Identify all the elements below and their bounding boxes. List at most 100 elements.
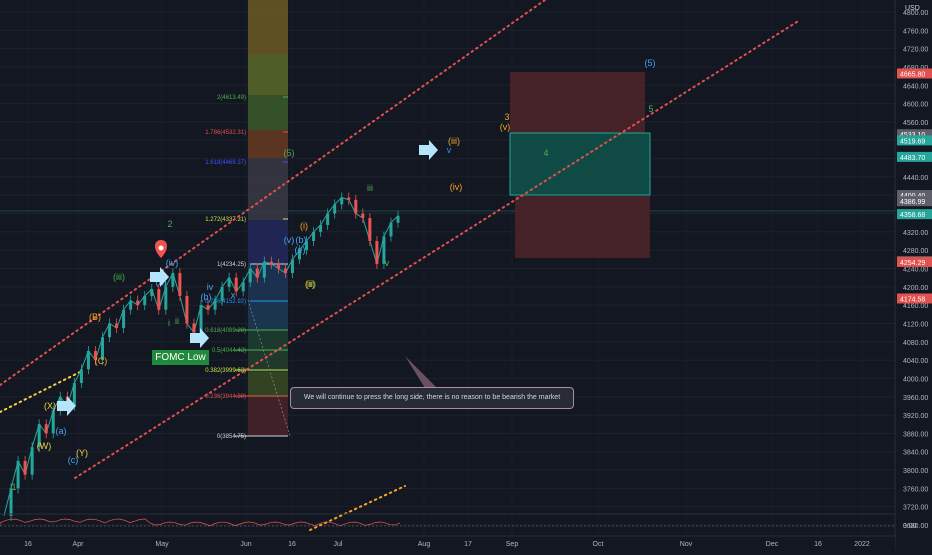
candle-body bbox=[213, 300, 217, 310]
candle-body bbox=[178, 273, 182, 296]
x-tick-label: 16 bbox=[814, 541, 822, 548]
x-tick-label: Dec bbox=[766, 541, 779, 548]
lower-channel-line bbox=[74, 19, 801, 479]
candle-body bbox=[79, 369, 83, 384]
wave-label: (B) bbox=[89, 312, 101, 322]
wave-label: v bbox=[385, 258, 390, 268]
wave-label: 5 bbox=[648, 104, 653, 114]
y-tick-label: 3920.00 bbox=[903, 413, 928, 420]
candle-body bbox=[326, 213, 330, 225]
x-tick-label: Apr bbox=[73, 541, 85, 548]
candle-body bbox=[262, 261, 266, 278]
target-zone-top bbox=[510, 72, 645, 133]
y-tick-label: 3960.00 bbox=[903, 395, 928, 402]
arrow-marker bbox=[150, 267, 169, 287]
candle-body bbox=[333, 204, 337, 214]
candle-body bbox=[206, 305, 210, 310]
candle-body bbox=[44, 424, 48, 434]
time-axis: 16 Apr May Jun 16 Jul Aug 17 Sep Oct Nov Dec 16 2022 bbox=[0, 535, 895, 550]
wave-label: (v) bbox=[284, 235, 295, 245]
x-tick-label: May bbox=[155, 541, 169, 548]
y-tick-label: 4280.00 bbox=[903, 248, 928, 255]
candle-body bbox=[382, 236, 386, 264]
candle-body bbox=[164, 286, 168, 310]
yellow-channel-line bbox=[0, 371, 81, 413]
candle-body bbox=[340, 197, 344, 205]
target-zone-green bbox=[509, 132, 651, 196]
candle-body bbox=[122, 309, 126, 329]
wave-label: i bbox=[168, 318, 170, 328]
fib-level-label: 0.382(3999.63) bbox=[205, 368, 246, 374]
candle-body bbox=[51, 410, 55, 434]
candle-body bbox=[255, 268, 259, 278]
candle-body bbox=[368, 218, 372, 242]
price-badge bbox=[897, 129, 932, 140]
fib-band bbox=[248, 262, 288, 300]
price-badge bbox=[897, 256, 932, 267]
candle-body bbox=[298, 250, 301, 260]
candle-body bbox=[283, 268, 287, 274]
arrow-marker bbox=[57, 396, 76, 416]
wave-label: (a) bbox=[56, 426, 67, 436]
candle-body bbox=[248, 268, 252, 283]
y-tick-label: 4080.00 bbox=[903, 340, 928, 347]
y-tick-label: 4040.00 bbox=[903, 358, 928, 365]
fib-level-label: 1(4234.25) bbox=[217, 262, 246, 268]
wave-label: iv bbox=[207, 282, 214, 292]
comment-callout[interactable]: We will continue to press the long side,… bbox=[290, 387, 574, 409]
candle-body bbox=[347, 197, 351, 200]
candle-body bbox=[199, 305, 203, 333]
x-tick-label: 2022 bbox=[854, 541, 870, 548]
wave-label: (b) bbox=[296, 235, 307, 245]
candle-body bbox=[108, 323, 112, 338]
wave-label: (5) bbox=[284, 148, 295, 158]
price-badge-label: 4665.80 bbox=[900, 71, 925, 78]
wave-label: 3 bbox=[504, 112, 509, 122]
price-badge bbox=[897, 135, 932, 146]
candle-body bbox=[171, 273, 175, 287]
arrow-marker bbox=[419, 140, 438, 160]
oscillator-pane: 0.00 bbox=[0, 513, 917, 530]
candle-body bbox=[23, 460, 27, 475]
wave-label: 2 bbox=[167, 219, 172, 229]
currency-label: USD bbox=[905, 5, 920, 12]
y-tick-label: 4160.00 bbox=[903, 303, 928, 310]
fibonacci-extension: 2(4613.49) 1.786(4532.31) 1.618(4468.37) 1.… bbox=[205, 0, 288, 440]
wave-label: x bbox=[231, 290, 236, 300]
price-series bbox=[3, 192, 400, 521]
candle-body bbox=[37, 424, 41, 448]
callout-pointer bbox=[405, 356, 437, 388]
wave-label: (5) bbox=[645, 58, 656, 68]
y-tick-label: 4200.00 bbox=[903, 285, 928, 292]
candle-body bbox=[101, 337, 104, 361]
candle-body bbox=[30, 447, 34, 475]
candle-body bbox=[157, 289, 161, 310]
candle-body bbox=[290, 259, 294, 274]
location-pin-dot bbox=[158, 245, 164, 251]
y-tick-label: 4800.00 bbox=[903, 10, 928, 17]
arrow-marker bbox=[190, 328, 209, 348]
x-tick-label: Sep bbox=[506, 541, 519, 548]
price-badge bbox=[897, 151, 932, 162]
wave-label: (ii) bbox=[305, 279, 315, 289]
y-tick-label: 3720.00 bbox=[903, 505, 928, 512]
time-axis-bg bbox=[0, 536, 895, 550]
price-badges: 4665.804533.104519.694483.704400.404386.… bbox=[897, 68, 932, 304]
x-tick-label: Jun bbox=[240, 541, 251, 548]
price-badge bbox=[897, 196, 932, 207]
x-tick-label: Oct bbox=[593, 541, 604, 548]
candle-body bbox=[220, 286, 224, 301]
y-tick-label: 3880.00 bbox=[903, 431, 928, 438]
oscillator-line bbox=[0, 518, 401, 527]
upper-channel-line bbox=[0, 0, 546, 386]
wave-label: 4 bbox=[543, 148, 548, 158]
candle-body bbox=[361, 213, 365, 219]
candle-body bbox=[9, 488, 13, 516]
price-badge bbox=[897, 68, 932, 79]
candle-body bbox=[234, 277, 238, 292]
fib-band bbox=[248, 158, 288, 220]
candle-body bbox=[16, 460, 20, 489]
y-tick-label: 4680.00 bbox=[903, 65, 928, 72]
